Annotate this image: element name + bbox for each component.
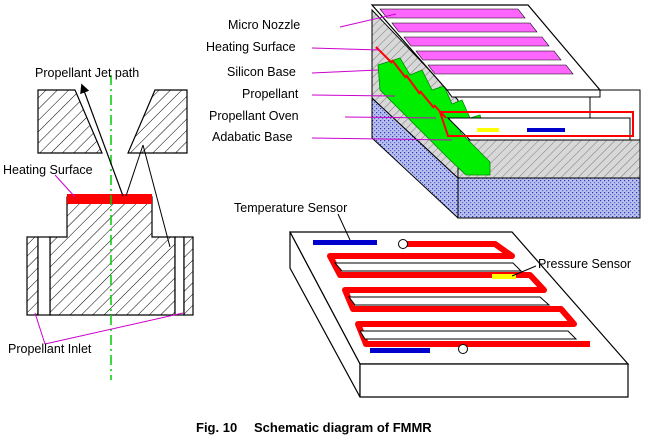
sensor-plate-3d: Temperature Sensor Pressure Sensor	[234, 201, 631, 398]
nozzle-right-block	[127, 89, 188, 154]
inlet-leader-a	[34, 312, 46, 345]
label-propellant: Propellant	[242, 87, 299, 101]
nozzle-stripes	[379, 8, 574, 75]
inlet-wall-left	[26, 236, 39, 316]
oven-heater-outline	[438, 111, 634, 137]
adiabatic-base-face	[457, 177, 641, 219]
label-heating-surface-right: Heating Surface	[206, 40, 296, 54]
temperature-sensor-top	[313, 240, 377, 245]
pressure-sensor-leader	[511, 265, 537, 277]
fmmr-stack-3d: Micro Nozzle Heating Surface Silicon Bas…	[206, 4, 641, 219]
jet-path-arrow	[80, 83, 124, 197]
heater-terminal-bottom	[458, 344, 468, 354]
label-silicon-base: Silicon Base	[227, 65, 296, 79]
nozzle-cross-section: Propellant Jet path Heating Surface Prop…	[3, 66, 194, 380]
heating-lines-3d	[375, 46, 447, 119]
nozzle-left-block	[37, 89, 103, 154]
label-pressure-sensor: Pressure Sensor	[538, 257, 631, 271]
label-heating-surface-left: Heating Surface	[3, 163, 93, 177]
pressure-sensor-strip	[492, 274, 516, 279]
serpentine-inner	[333, 262, 578, 340]
label-micro-nozzle: Micro Nozzle	[228, 18, 300, 32]
label-propellant-inlet: Propellant Inlet	[8, 342, 92, 356]
inlet-gap-right	[174, 236, 185, 316]
heating-surface-bar	[67, 194, 152, 204]
inlet-wall-right	[183, 236, 194, 316]
inlet-gap-left	[37, 236, 51, 316]
temperature-sensor-mini	[527, 128, 565, 132]
temperature-sensor-bottom	[370, 348, 430, 353]
nozzle-strip-edge	[446, 89, 601, 98]
label-propellant-jet-path: Propellant Jet path	[35, 66, 139, 80]
label-adiabatic-base: Adabatic Base	[212, 130, 293, 144]
label-propellant-oven: Propellant Oven	[209, 109, 299, 123]
stack-leader-lines	[311, 13, 453, 141]
temp-sensor-leader	[337, 213, 351, 241]
oven-body	[49, 196, 176, 316]
inlet-leader-b	[44, 312, 184, 345]
figure-title: Schematic diagram of FMMR	[254, 420, 432, 435]
pressure-sensor-mini	[477, 128, 499, 132]
heater-terminal-top	[398, 239, 408, 249]
label-temperature-sensor: Temperature Sensor	[234, 201, 347, 215]
heating-leader-left	[54, 174, 76, 198]
serpentine-heater	[327, 241, 590, 347]
jet-leader-a	[125, 144, 144, 197]
plate-front	[359, 363, 629, 398]
figure-number: Fig. 10	[196, 420, 237, 435]
jet-leader-b	[142, 144, 171, 248]
